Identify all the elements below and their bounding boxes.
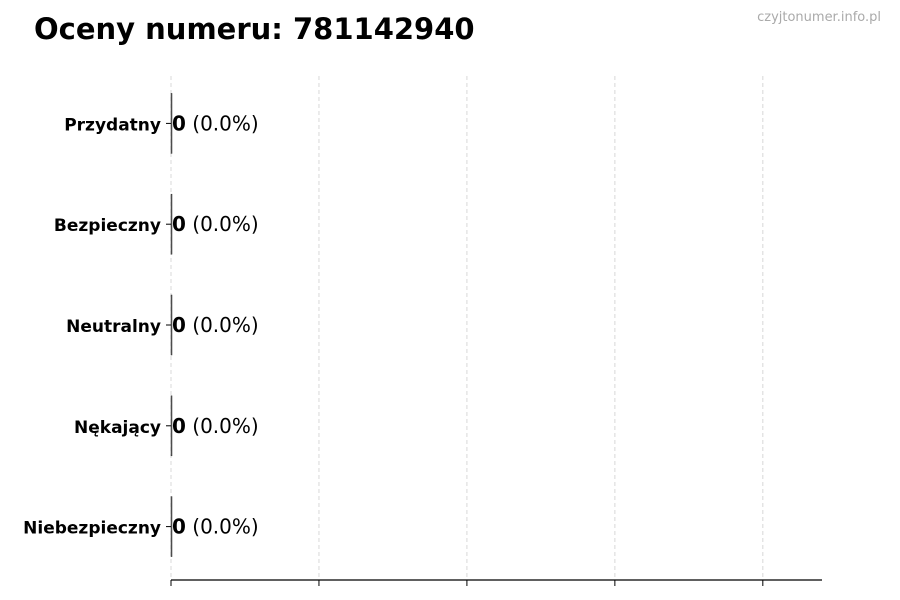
data-label: 0 (0.0%) (172, 414, 259, 438)
category-label: Nękający (74, 418, 161, 438)
data-label: 0 (0.0%) (172, 212, 259, 236)
percent-label: (0.0%) (192, 212, 258, 236)
category-label: Bezpieczny (54, 216, 161, 236)
watermark: czyjtonumer.info.pl (757, 10, 881, 25)
value-label: 0 (172, 515, 186, 539)
value-label: 0 (172, 212, 186, 236)
data-label: 0 (0.0%) (172, 313, 259, 337)
percent-label: (0.0%) (192, 111, 258, 135)
percent-label: (0.0%) (192, 414, 258, 438)
percent-label: (0.0%) (192, 515, 258, 539)
category-label: Neutralny (66, 317, 161, 337)
data-label: 0 (0.0%) (172, 111, 259, 135)
category-label: Przydatny (64, 115, 161, 135)
value-label: 0 (172, 313, 186, 337)
percent-label: (0.0%) (192, 313, 258, 337)
value-label: 0 (172, 414, 186, 438)
value-label: 0 (172, 111, 186, 135)
data-label: 0 (0.0%) (172, 515, 259, 539)
chart-title: Oceny numeru: 781142940 (34, 12, 475, 46)
category-label: Niebezpieczny (23, 519, 161, 539)
